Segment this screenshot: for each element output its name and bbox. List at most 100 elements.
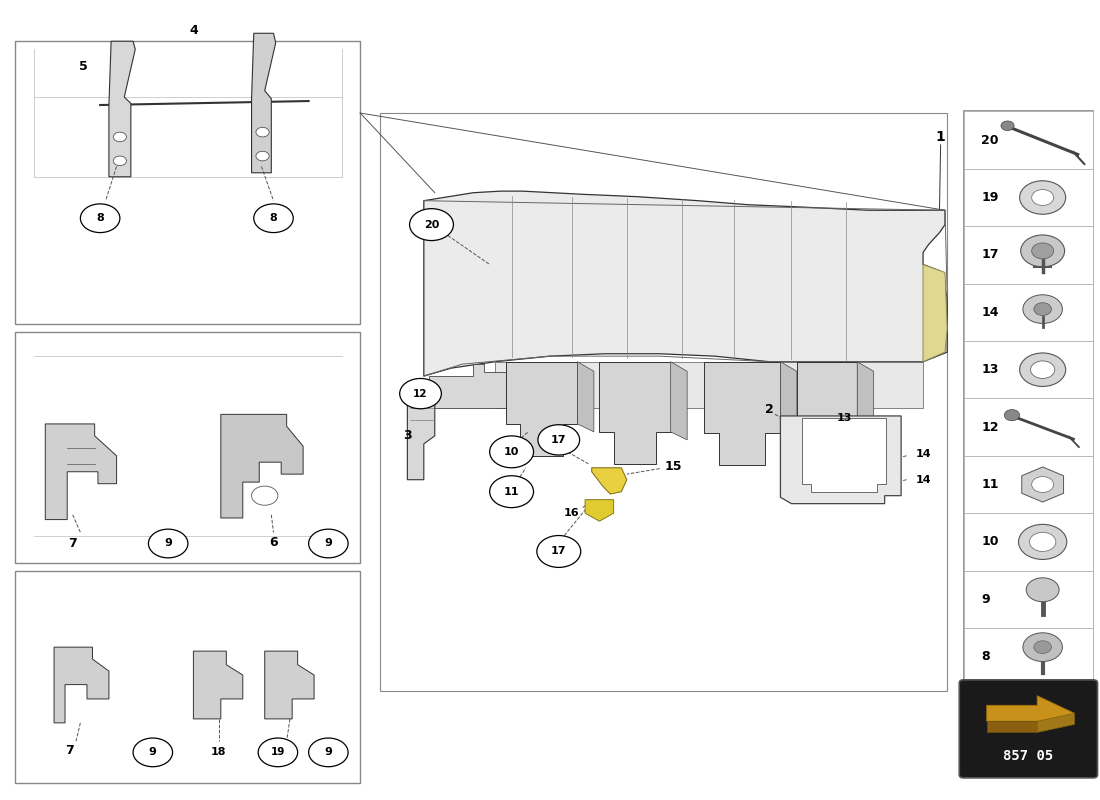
Bar xyxy=(14,42,360,324)
Circle shape xyxy=(1021,235,1065,267)
Polygon shape xyxy=(987,722,1037,733)
Text: 857 05: 857 05 xyxy=(1003,750,1054,763)
Circle shape xyxy=(1032,243,1054,259)
Text: 20: 20 xyxy=(981,134,999,146)
Circle shape xyxy=(1001,121,1014,130)
Circle shape xyxy=(490,436,534,468)
Text: 8: 8 xyxy=(981,650,990,663)
Polygon shape xyxy=(780,362,796,442)
Text: 14: 14 xyxy=(915,474,931,485)
Text: 19: 19 xyxy=(981,191,999,204)
Circle shape xyxy=(148,529,188,558)
Polygon shape xyxy=(585,500,614,521)
Polygon shape xyxy=(578,362,594,432)
Circle shape xyxy=(1026,578,1059,602)
Bar xyxy=(964,169,1093,226)
Text: 9: 9 xyxy=(164,538,172,549)
Circle shape xyxy=(490,476,534,508)
Polygon shape xyxy=(194,651,243,719)
Circle shape xyxy=(409,209,453,241)
Circle shape xyxy=(309,738,348,766)
Text: 13: 13 xyxy=(836,413,851,422)
Circle shape xyxy=(133,738,173,766)
Text: 14: 14 xyxy=(981,306,999,319)
Text: 17: 17 xyxy=(551,435,566,445)
Text: 11: 11 xyxy=(504,486,519,497)
Polygon shape xyxy=(857,362,873,434)
Circle shape xyxy=(254,204,294,233)
Circle shape xyxy=(113,156,127,166)
FancyBboxPatch shape xyxy=(959,680,1098,778)
Circle shape xyxy=(538,425,580,455)
Text: 10: 10 xyxy=(504,447,519,457)
Polygon shape xyxy=(109,42,135,177)
Text: 9: 9 xyxy=(324,747,332,758)
Polygon shape xyxy=(429,364,506,408)
Bar xyxy=(964,570,1093,628)
Polygon shape xyxy=(600,362,671,464)
Text: 12: 12 xyxy=(414,389,428,398)
Text: 4: 4 xyxy=(189,24,198,38)
Circle shape xyxy=(1023,294,1063,323)
Bar xyxy=(964,111,1093,169)
Text: 2: 2 xyxy=(766,403,773,416)
Polygon shape xyxy=(987,696,1075,731)
Bar xyxy=(964,284,1093,341)
Text: 12: 12 xyxy=(981,421,999,434)
Bar xyxy=(14,332,360,563)
Circle shape xyxy=(80,204,120,233)
Circle shape xyxy=(252,486,278,506)
Text: 7: 7 xyxy=(65,744,74,758)
Polygon shape xyxy=(54,647,109,723)
Polygon shape xyxy=(796,362,857,458)
Polygon shape xyxy=(923,265,947,362)
Bar xyxy=(964,226,1093,284)
Text: 9: 9 xyxy=(324,538,332,549)
Circle shape xyxy=(1019,524,1067,559)
Text: 10: 10 xyxy=(981,535,999,549)
Circle shape xyxy=(1034,302,1052,315)
Polygon shape xyxy=(407,392,434,480)
Text: 18: 18 xyxy=(211,747,227,758)
Circle shape xyxy=(258,738,298,766)
Text: 9: 9 xyxy=(148,747,156,758)
Polygon shape xyxy=(424,191,947,376)
Text: 20: 20 xyxy=(424,220,439,230)
Text: 5: 5 xyxy=(79,60,88,74)
Circle shape xyxy=(1032,190,1054,206)
Circle shape xyxy=(1031,361,1055,378)
Polygon shape xyxy=(671,362,688,440)
Text: 14: 14 xyxy=(915,450,931,459)
Text: 9: 9 xyxy=(981,593,990,606)
Polygon shape xyxy=(704,362,780,466)
Text: a passion for parts since 1985: a passion for parts since 1985 xyxy=(485,552,747,662)
Text: 1: 1 xyxy=(936,130,946,144)
Text: 15: 15 xyxy=(664,461,682,474)
Polygon shape xyxy=(592,468,627,494)
Text: 16: 16 xyxy=(564,508,580,518)
Text: 11: 11 xyxy=(981,478,999,491)
Text: 19: 19 xyxy=(271,747,285,758)
Text: 17: 17 xyxy=(981,249,999,262)
Circle shape xyxy=(1020,353,1066,386)
Polygon shape xyxy=(45,424,117,519)
Bar xyxy=(964,628,1093,686)
Bar xyxy=(964,514,1093,570)
Circle shape xyxy=(309,529,348,558)
Bar xyxy=(379,113,947,691)
Text: 6: 6 xyxy=(270,536,278,550)
Text: 3: 3 xyxy=(403,430,411,442)
Circle shape xyxy=(1023,633,1063,662)
Text: europarts: europarts xyxy=(393,331,915,596)
Text: 8: 8 xyxy=(270,214,277,223)
Circle shape xyxy=(256,151,270,161)
Circle shape xyxy=(537,535,581,567)
Circle shape xyxy=(113,132,127,142)
Bar xyxy=(964,398,1093,456)
Circle shape xyxy=(1034,641,1052,654)
Text: 8: 8 xyxy=(97,214,104,223)
Polygon shape xyxy=(221,414,304,518)
Polygon shape xyxy=(495,362,923,408)
Text: 7: 7 xyxy=(68,537,77,550)
Circle shape xyxy=(1030,532,1056,551)
